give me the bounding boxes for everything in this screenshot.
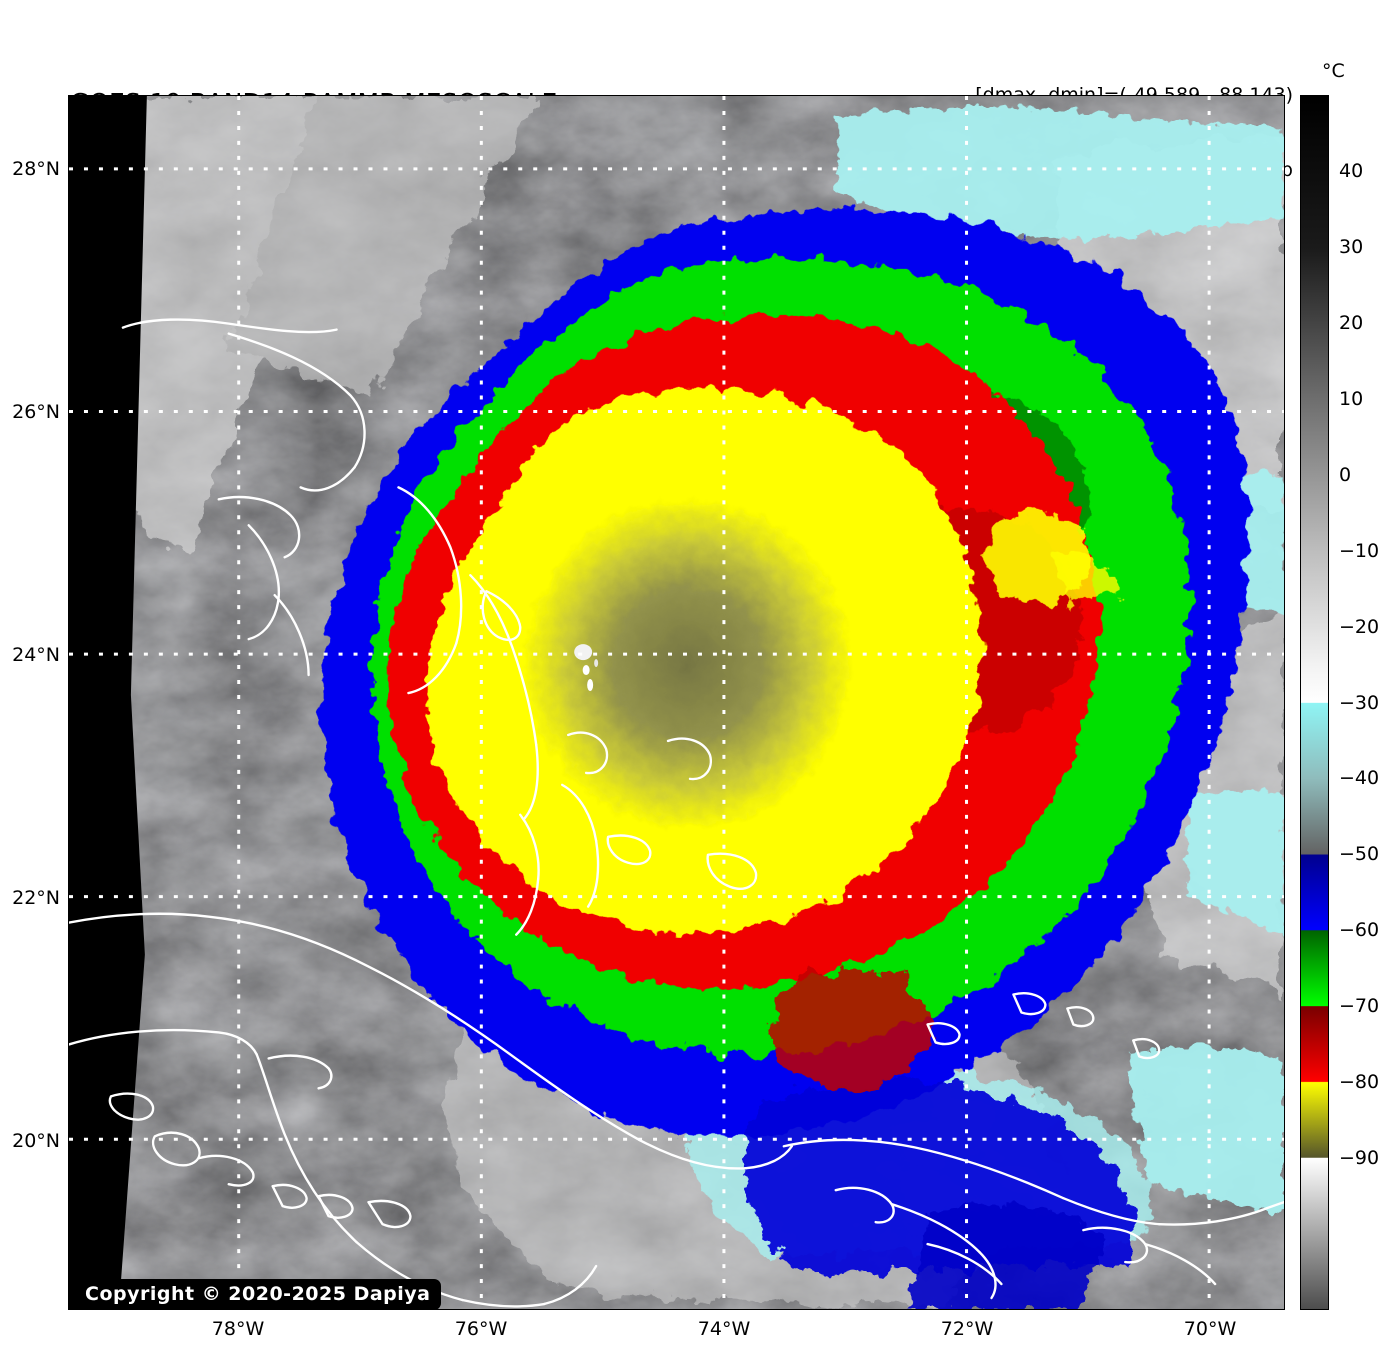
colorbar-unit-label: °C — [1322, 60, 1345, 82]
lon-tick-78w: 78°W — [211, 1318, 265, 1340]
temperature-colorbar[interactable] — [1300, 95, 1329, 1310]
lon-tick-72w: 72°W — [940, 1318, 994, 1340]
storm-eye-marker — [574, 644, 599, 692]
colorbar-tick-20: 20 — [1339, 311, 1364, 334]
lon-tick-76w: 76°W — [454, 1318, 508, 1340]
satellite-image-plot[interactable]: Copyright © 2020-2025 Dapiya — [68, 95, 1285, 1310]
lat-tick-26n: 26°N — [12, 401, 60, 423]
lat-tick-24n: 24°N — [12, 644, 60, 666]
colorbar-tick-minus30: −30 — [1339, 691, 1380, 714]
colorbar-tick-30: 30 — [1339, 235, 1364, 258]
no-data-sector — [69, 96, 147, 1309]
colorbar-tick-minus40: −40 — [1339, 767, 1380, 790]
colorbar-tick-minus80: −80 — [1339, 1071, 1380, 1094]
colorbar-tick-0: 0 — [1339, 463, 1352, 486]
cloud-region-yellow-cdo — [426, 388, 1118, 934]
colorbar-gradient — [1301, 96, 1328, 1309]
colorbar-tick-40: 40 — [1339, 159, 1364, 182]
colorbar-tick-minus10: −10 — [1339, 539, 1380, 562]
colorbar-tick-minus70: −70 — [1339, 995, 1380, 1018]
copyright-badge: Copyright © 2020-2025 Dapiya — [74, 1279, 442, 1309]
latitude-axis: 28°N 26°N 24°N 22°N 20°N — [0, 0, 60, 1359]
colorbar-tick-minus50: −50 — [1339, 843, 1380, 866]
lon-tick-74w: 74°W — [697, 1318, 751, 1340]
lat-tick-20n: 20°N — [12, 1130, 60, 1152]
colorbar-tick-10: 10 — [1339, 387, 1364, 410]
lon-tick-70w: 70°W — [1183, 1318, 1237, 1340]
lat-tick-22n: 22°N — [12, 887, 60, 909]
coastline-overlay — [69, 318, 1284, 1308]
lat-tick-28n: 28°N — [12, 158, 60, 180]
colorbar-tick-minus90: −90 — [1339, 1147, 1380, 1170]
colorbar-tick-minus20: −20 — [1339, 615, 1380, 638]
colorbar-tick-minus60: −60 — [1339, 919, 1380, 942]
infrared-imagery-canvas — [69, 96, 1284, 1309]
